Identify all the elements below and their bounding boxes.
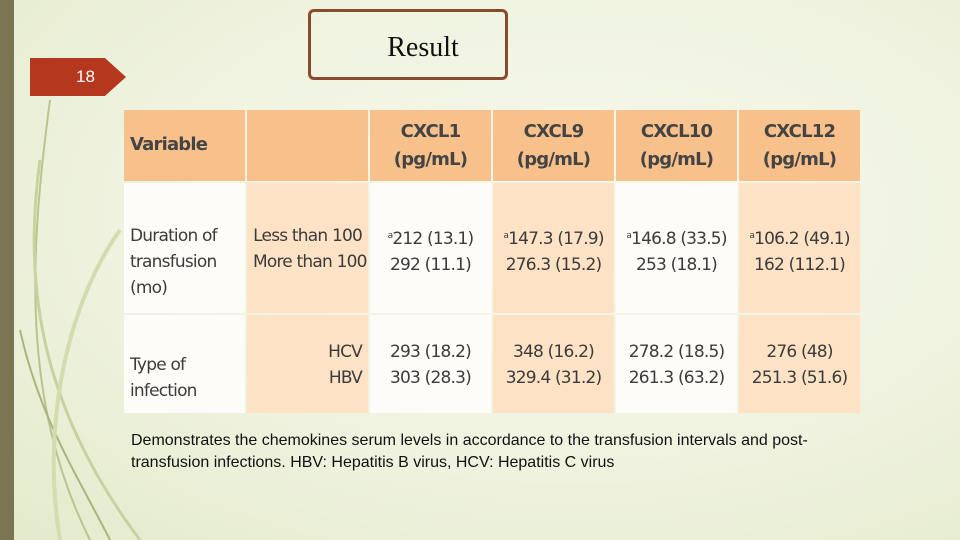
value-text: 348 (16.2) <box>513 342 595 362</box>
decoration <box>19 99 142 540</box>
value: a106.2 (49.1) <box>745 223 854 252</box>
table-cell: CXCL1 (pg/mL) <box>370 110 491 181</box>
value: 293 (18.2) <box>376 339 485 365</box>
marker: a <box>503 231 509 241</box>
value-text: 162 (112.1) <box>754 255 846 275</box>
table-cell: a147.3 (17.9) 276.3 (15.2) <box>493 183 614 313</box>
value-text: 261.3 (63.2) <box>628 368 725 388</box>
group-label-text: Less than 100 <box>253 226 363 246</box>
value: 329.4 (31.2) <box>499 365 608 391</box>
group-label-text: HCV <box>328 342 363 362</box>
value-text: 278.2 (18.5) <box>628 342 725 362</box>
value-text: 251.3 (51.6) <box>751 368 848 388</box>
table-cell: 348 (16.2) 329.4 (31.2) <box>493 315 614 413</box>
table-cell: a146.8 (33.5) 253 (18.1) <box>616 183 737 313</box>
value-text: 292 (11.1) <box>390 255 472 275</box>
side-stripe <box>0 0 14 540</box>
header-text: CXCL9 (pg/mL) <box>516 121 591 170</box>
table-cell: 276 (48) 251.3 (51.6) <box>739 315 860 413</box>
value: 292 (11.1) <box>376 252 485 278</box>
value-text: 276 (48) <box>766 342 833 362</box>
group-label: HBV <box>253 365 363 391</box>
value-text: 303 (28.3) <box>390 368 472 388</box>
header-text: CXCL12 (pg/mL) <box>762 121 837 170</box>
header-text-text: Variable <box>130 134 208 155</box>
table-cell: CXCL12 (pg/mL) <box>739 110 860 181</box>
value: 278.2 (18.5) <box>622 339 731 365</box>
table-cell: 293 (18.2) 303 (28.3) <box>370 315 491 413</box>
group-label: Less than 100 <box>253 223 363 249</box>
value: 253 (18.1) <box>622 252 731 278</box>
marker: a <box>626 231 632 241</box>
group-label-text: HBV <box>328 368 363 388</box>
value: 303 (28.3) <box>376 365 485 391</box>
table-cell: Variable <box>124 110 245 181</box>
value-text: 212 (13.1) <box>392 229 474 249</box>
value: 261.3 (63.2) <box>622 365 731 391</box>
table-cell: a106.2 (49.1) 162 (112.1) <box>739 183 860 313</box>
group-label: HCV <box>253 339 363 365</box>
slide-title: Result <box>308 9 508 80</box>
value: a147.3 (17.9) <box>499 223 608 252</box>
value-text: 276.3 (15.2) <box>505 255 602 275</box>
value: 276 (48) <box>745 339 854 365</box>
value: a212 (13.1) <box>376 223 485 252</box>
slide-number: 18 <box>30 58 126 96</box>
row-label: Type of infection <box>130 355 197 401</box>
value-text: 147.3 (17.9) <box>508 229 604 249</box>
table-cell: a212 (13.1) 292 (11.1) <box>370 183 491 313</box>
table: Variable CXCL1 (pg/mL) CXCL9 (pg/mL) CXCL10… <box>124 110 862 415</box>
table-cell: Duration of transfusion (mo) <box>124 183 245 313</box>
value: 276.3 (15.2) <box>499 252 608 278</box>
table-cell: Less than 100 More than 100 <box>247 183 368 313</box>
group-label: More than 100 <box>253 249 367 275</box>
value: a146.8 (33.5) <box>622 223 731 252</box>
header-text: Variable <box>130 132 239 158</box>
value: 162 (112.1) <box>745 252 854 278</box>
group-label-text: More than 100 <box>253 252 367 272</box>
marker: a <box>387 231 393 241</box>
table-cell: Type of infection <box>124 315 245 413</box>
table-cell: HCV HBV <box>247 315 368 413</box>
header-text: CXCL10 (pg/mL) <box>639 121 714 170</box>
header-text: CXCL1 (pg/mL) <box>393 121 468 170</box>
value-text: 146.8 (33.5) <box>631 229 727 249</box>
value: 251.3 (51.6) <box>745 365 854 391</box>
value-text: 293 (18.2) <box>390 342 472 362</box>
marker: a <box>749 231 755 241</box>
table-cell: 278.2 (18.5) 261.3 (63.2) <box>616 315 737 413</box>
value-text: 329.4 (31.2) <box>505 368 602 388</box>
row-label: Duration of transfusion (mo) <box>130 226 218 298</box>
table-cell <box>247 110 368 181</box>
value-text: 253 (18.1) <box>636 255 718 275</box>
value-text: 106.2 (49.1) <box>754 229 850 249</box>
value: 348 (16.2) <box>499 339 608 365</box>
table-cell: CXCL9 (pg/mL) <box>493 110 614 181</box>
table-cell: CXCL10 (pg/mL) <box>616 110 737 181</box>
caption: Demonstrates the chemokines serum levels… <box>131 432 808 471</box>
